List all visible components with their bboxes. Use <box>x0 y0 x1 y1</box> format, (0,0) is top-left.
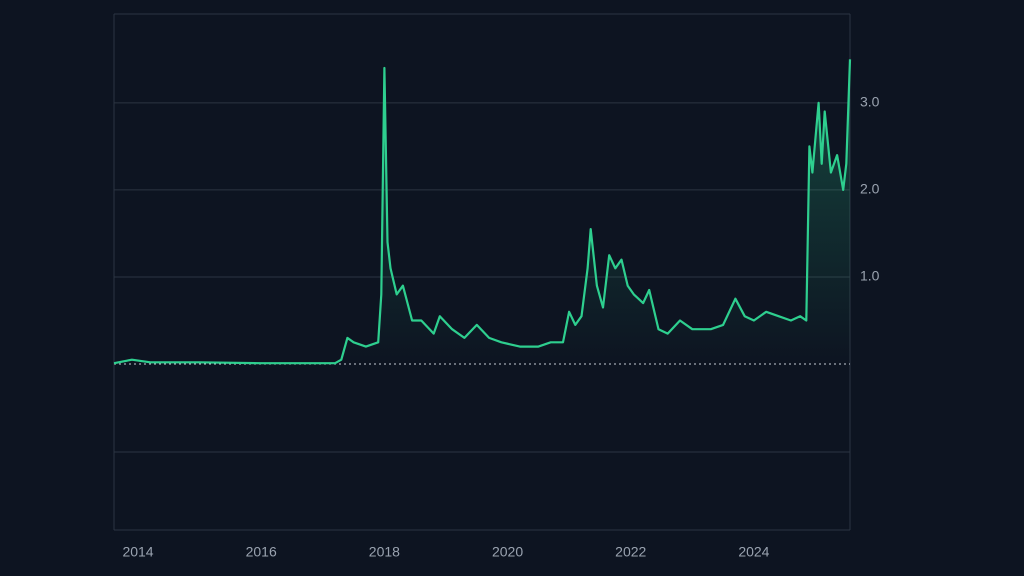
area <box>114 59 850 365</box>
x-tick-label: 2022 <box>615 544 646 560</box>
y-tick-label: 3.0 <box>860 94 880 110</box>
x-tick-label: 2024 <box>738 544 769 560</box>
x-tick-label: 2016 <box>246 544 277 560</box>
x-tick-label: 2014 <box>122 544 153 560</box>
price-line <box>113 59 852 365</box>
x-tick-label: 2018 <box>369 544 400 560</box>
y-tick-label: 2.0 <box>860 181 880 197</box>
x-tick-label: 2020 <box>492 544 523 560</box>
y-tick-label: 1.0 <box>860 268 880 284</box>
